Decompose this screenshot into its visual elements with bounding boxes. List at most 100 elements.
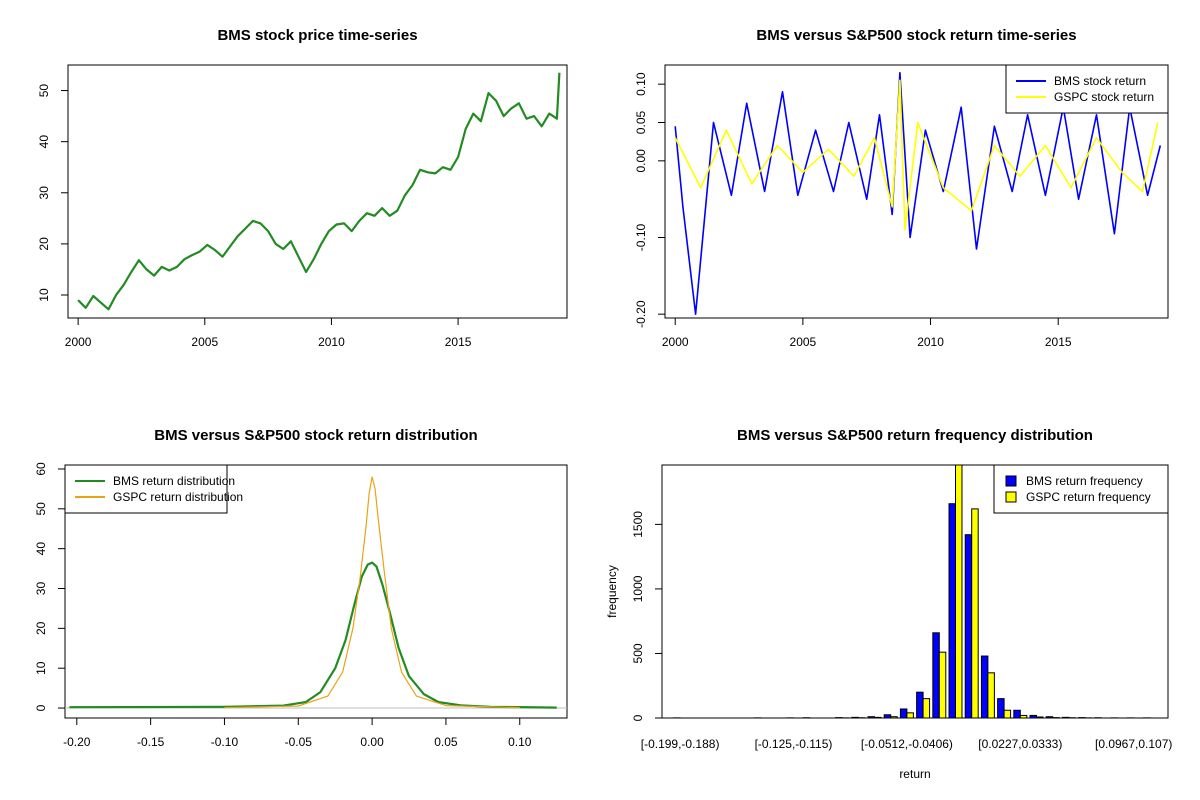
y-tick-label: 40 bbox=[37, 135, 51, 149]
y-axis: 10 20 30 40 50 bbox=[37, 84, 68, 302]
x-axis: 2000 2005 2010 2015 bbox=[65, 318, 472, 349]
x-tick-label: -0.15 bbox=[137, 735, 165, 749]
bar bbox=[948, 503, 957, 719]
bar bbox=[1013, 709, 1021, 719]
bar bbox=[1045, 716, 1054, 719]
y-tick-label: 1500 bbox=[631, 511, 645, 538]
bars bbox=[673, 464, 1151, 719]
bar bbox=[1003, 709, 1012, 719]
bar bbox=[938, 651, 947, 719]
legend-box bbox=[993, 464, 1169, 514]
legend-label: BMS return distribution bbox=[113, 474, 235, 488]
y-tick-label: 0 bbox=[631, 714, 645, 721]
x-tick-label: [-0.199,-0.188) bbox=[641, 737, 720, 751]
bar bbox=[883, 714, 892, 719]
legend-swatch bbox=[1005, 475, 1017, 487]
series-line-2 bbox=[224, 476, 520, 709]
x-tick-label: -0.05 bbox=[285, 735, 313, 749]
y-tick-label: 0.10 bbox=[634, 72, 648, 96]
x-axis-label: return bbox=[899, 767, 930, 781]
bar bbox=[955, 464, 963, 719]
y-tick-label: 30 bbox=[34, 582, 48, 596]
bar bbox=[1029, 714, 1038, 719]
legend: BMS return distribution GSPC return distr… bbox=[64, 464, 243, 514]
y-axis: 0 10 20 30 40 50 60 bbox=[34, 462, 65, 711]
x-tick-label: 0.10 bbox=[508, 735, 532, 749]
bar bbox=[922, 698, 931, 719]
y-tick-label: 50 bbox=[34, 502, 48, 516]
x-tick-label: 2010 bbox=[318, 335, 345, 349]
legend: BMS stock return GSPC stock return bbox=[1005, 64, 1169, 114]
x-tick-label: 2005 bbox=[790, 335, 817, 349]
chart-title: BMS versus S&P500 return frequency distr… bbox=[737, 427, 1093, 444]
bar bbox=[851, 716, 859, 719]
y-tick-label: 0 bbox=[34, 704, 48, 711]
bar bbox=[874, 716, 882, 719]
y-tick-label: 60 bbox=[34, 462, 48, 476]
bar bbox=[1019, 714, 1028, 719]
chart-title: BMS stock price time-series bbox=[217, 27, 417, 44]
y-tick-label: 0.00 bbox=[634, 149, 648, 173]
x-tick-label: 2015 bbox=[1045, 335, 1072, 349]
series-line-2 bbox=[674, 79, 1159, 231]
y-tick-label: -0.10 bbox=[634, 224, 648, 252]
chart-title: BMS versus S&P500 stock return distribut… bbox=[154, 427, 477, 444]
bar bbox=[987, 672, 995, 719]
chart-panel-2: BMS versus S&P500 stock return time-seri… bbox=[634, 27, 1169, 349]
x-tick-label: 0.00 bbox=[360, 735, 384, 749]
plot-frame bbox=[67, 64, 568, 319]
x-tick-label: 2010 bbox=[917, 335, 944, 349]
y-tick-label: 10 bbox=[34, 661, 48, 675]
x-axis: -0.20 -0.15 -0.10 -0.05 0.00 0.05 0.10 bbox=[63, 718, 532, 749]
y-axis: -0.20 -0.10 0.00 0.05 0.10 bbox=[634, 72, 665, 328]
x-tick-label: 2000 bbox=[65, 335, 92, 349]
y-tick-label: 1000 bbox=[631, 575, 645, 602]
legend-label: BMS stock return bbox=[1054, 74, 1146, 88]
x-tick-label: [-0.125,-0.115) bbox=[755, 737, 833, 751]
x-tick-label: [0.0967,0.107) bbox=[1095, 737, 1172, 751]
chart-panel-1: BMS stock price time-series 10 20 30 40 50 200… bbox=[37, 27, 568, 349]
plot-frame bbox=[664, 64, 1169, 319]
y-tick-label: 20 bbox=[37, 237, 51, 251]
plot-frame bbox=[64, 464, 568, 719]
y-tick-label: 10 bbox=[37, 288, 51, 302]
series-line-1 bbox=[674, 71, 1162, 316]
x-tick-label: 0.05 bbox=[434, 735, 458, 749]
x-tick-label: [-0.0512,-0.0406) bbox=[861, 737, 953, 751]
bar bbox=[916, 691, 924, 719]
y-tick-label: 30 bbox=[37, 186, 51, 200]
bar bbox=[964, 534, 973, 719]
y-tick-label: 40 bbox=[34, 542, 48, 556]
legend-label: BMS return frequency bbox=[1026, 474, 1143, 488]
bar bbox=[932, 632, 940, 719]
y-tick-label: -0.20 bbox=[634, 300, 648, 328]
x-tick-label: -0.10 bbox=[211, 735, 239, 749]
x-axis: 2000 2005 2010 2015 bbox=[662, 318, 1072, 349]
chart-title: BMS versus S&P500 stock return time-seri… bbox=[756, 27, 1076, 44]
bar bbox=[997, 698, 1005, 719]
bar bbox=[980, 655, 989, 719]
series-line-1 bbox=[77, 72, 561, 311]
bar bbox=[899, 708, 908, 719]
bar bbox=[971, 508, 979, 719]
bar bbox=[906, 712, 914, 719]
legend-box bbox=[1005, 64, 1169, 114]
legend: BMS return frequency GSPC return frequenc… bbox=[993, 464, 1169, 514]
bar bbox=[1061, 716, 1070, 719]
y-tick-label: 0.05 bbox=[634, 110, 648, 134]
bar bbox=[867, 716, 876, 719]
x-tick-label: -0.20 bbox=[63, 735, 91, 749]
x-tick-label: 2005 bbox=[191, 335, 218, 349]
y-tick-label: 20 bbox=[34, 621, 48, 635]
x-tick-label: [0.0227,0.0333) bbox=[978, 737, 1062, 751]
x-tick-label: 2000 bbox=[662, 335, 689, 349]
x-axis: [-0.199,-0.188) [-0.125,-0.115) [-0.0512,-… bbox=[641, 737, 1173, 751]
y-tick-label: 50 bbox=[37, 84, 51, 98]
legend-box bbox=[64, 464, 228, 514]
legend-swatch bbox=[1005, 491, 1017, 503]
series-line-1 bbox=[69, 561, 557, 709]
legend-label: GSPC return distribution bbox=[113, 490, 243, 504]
legend-label: GSPC stock return bbox=[1054, 90, 1154, 104]
plot-frame bbox=[661, 464, 1169, 719]
